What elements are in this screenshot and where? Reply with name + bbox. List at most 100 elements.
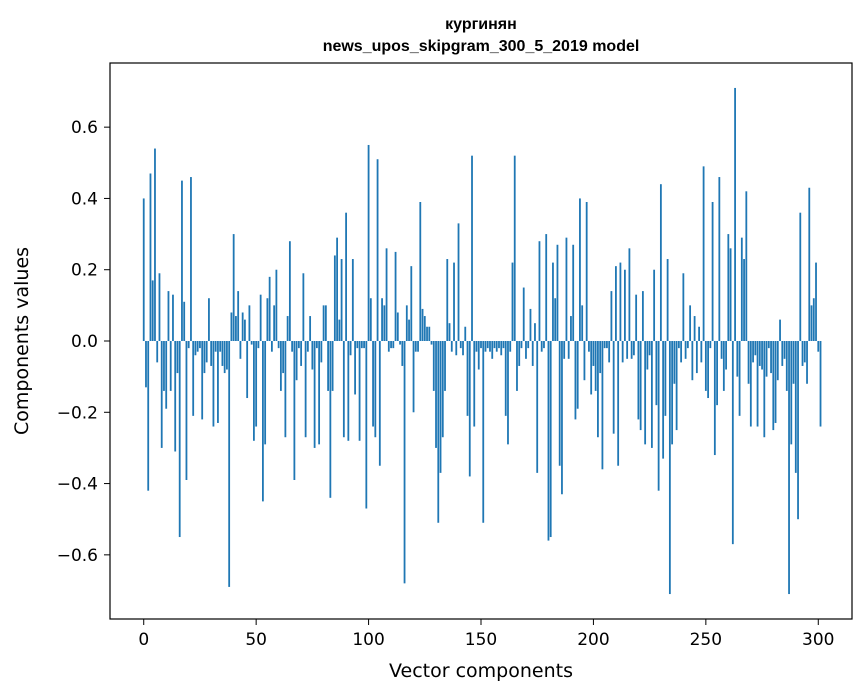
bar bbox=[403, 341, 406, 584]
bar bbox=[680, 341, 683, 363]
bar bbox=[538, 241, 541, 341]
bar bbox=[628, 248, 631, 341]
bar bbox=[309, 316, 312, 341]
bar bbox=[376, 159, 379, 341]
bar bbox=[441, 341, 444, 438]
bar bbox=[338, 319, 341, 341]
bar bbox=[286, 316, 289, 341]
bar bbox=[217, 341, 219, 423]
bar bbox=[486, 341, 489, 349]
bar bbox=[302, 273, 305, 341]
bar bbox=[747, 341, 750, 384]
bar bbox=[264, 341, 267, 445]
bar bbox=[372, 341, 374, 427]
x-tick-label: 150 bbox=[465, 630, 497, 650]
bar bbox=[731, 341, 734, 545]
bar bbox=[513, 155, 516, 341]
bar bbox=[619, 262, 622, 341]
y-axis-ticks: −0.6 −0.4 −0.2 0.0 0.2 0.4 0.6 bbox=[57, 118, 110, 566]
bar bbox=[673, 341, 676, 384]
bar bbox=[547, 341, 550, 541]
bar bbox=[464, 326, 467, 341]
bar bbox=[387, 341, 390, 352]
bar bbox=[437, 341, 440, 523]
bar bbox=[331, 341, 334, 391]
bar bbox=[181, 180, 183, 341]
bar bbox=[601, 341, 604, 470]
bar bbox=[725, 341, 727, 370]
bar bbox=[381, 298, 383, 341]
bar bbox=[412, 341, 415, 413]
bar bbox=[495, 341, 498, 352]
bar bbox=[279, 341, 282, 391]
bar bbox=[612, 341, 615, 434]
bar bbox=[597, 341, 599, 438]
bar bbox=[163, 341, 165, 391]
bar bbox=[158, 273, 161, 341]
bar bbox=[776, 341, 779, 381]
plot-frame bbox=[109, 62, 853, 620]
bar bbox=[270, 341, 273, 352]
bar bbox=[282, 341, 285, 374]
bar bbox=[808, 187, 811, 341]
bar bbox=[729, 248, 732, 341]
bar bbox=[201, 341, 204, 420]
bar bbox=[693, 316, 696, 341]
bar bbox=[588, 341, 590, 352]
bar bbox=[336, 237, 338, 341]
bar bbox=[480, 341, 482, 349]
bar bbox=[684, 341, 687, 359]
bar bbox=[594, 341, 597, 391]
bar bbox=[208, 298, 210, 341]
bar bbox=[277, 341, 280, 349]
bar bbox=[477, 341, 480, 370]
bar bbox=[635, 294, 638, 341]
bar bbox=[646, 341, 649, 370]
bar bbox=[444, 341, 446, 391]
bar bbox=[520, 341, 523, 349]
bar bbox=[423, 316, 426, 341]
bar bbox=[545, 234, 548, 341]
bar bbox=[160, 341, 163, 448]
bar bbox=[779, 319, 781, 341]
bar bbox=[196, 341, 199, 352]
bar bbox=[257, 341, 260, 349]
bar bbox=[599, 341, 602, 374]
bar bbox=[432, 341, 435, 391]
bar bbox=[147, 341, 150, 491]
bar bbox=[770, 341, 772, 374]
bar bbox=[655, 341, 658, 406]
y-tick-label: 0.4 bbox=[71, 189, 98, 209]
y-tick-label: 0.6 bbox=[71, 118, 98, 138]
bar bbox=[145, 341, 147, 388]
bar bbox=[156, 341, 159, 363]
bar bbox=[527, 341, 530, 349]
bar bbox=[151, 280, 154, 341]
bar bbox=[711, 202, 714, 341]
bar bbox=[214, 341, 217, 352]
bar bbox=[493, 341, 496, 349]
bar bbox=[268, 276, 271, 341]
bar bbox=[691, 341, 694, 381]
bar bbox=[763, 341, 766, 438]
bar bbox=[509, 341, 512, 352]
bar bbox=[754, 341, 757, 356]
bar bbox=[817, 341, 820, 352]
bar bbox=[756, 341, 759, 427]
bar bbox=[554, 298, 557, 341]
bar bbox=[801, 341, 804, 366]
bar bbox=[288, 241, 291, 341]
bar bbox=[772, 341, 775, 431]
bar bbox=[315, 341, 318, 349]
bar bbox=[392, 341, 395, 349]
bar bbox=[428, 326, 431, 341]
bar bbox=[581, 305, 584, 341]
bar bbox=[662, 341, 665, 459]
bar bbox=[248, 305, 251, 341]
bar bbox=[385, 248, 388, 341]
bar bbox=[401, 341, 404, 366]
bar bbox=[671, 341, 674, 445]
bar bbox=[176, 341, 179, 374]
bar bbox=[394, 251, 397, 341]
